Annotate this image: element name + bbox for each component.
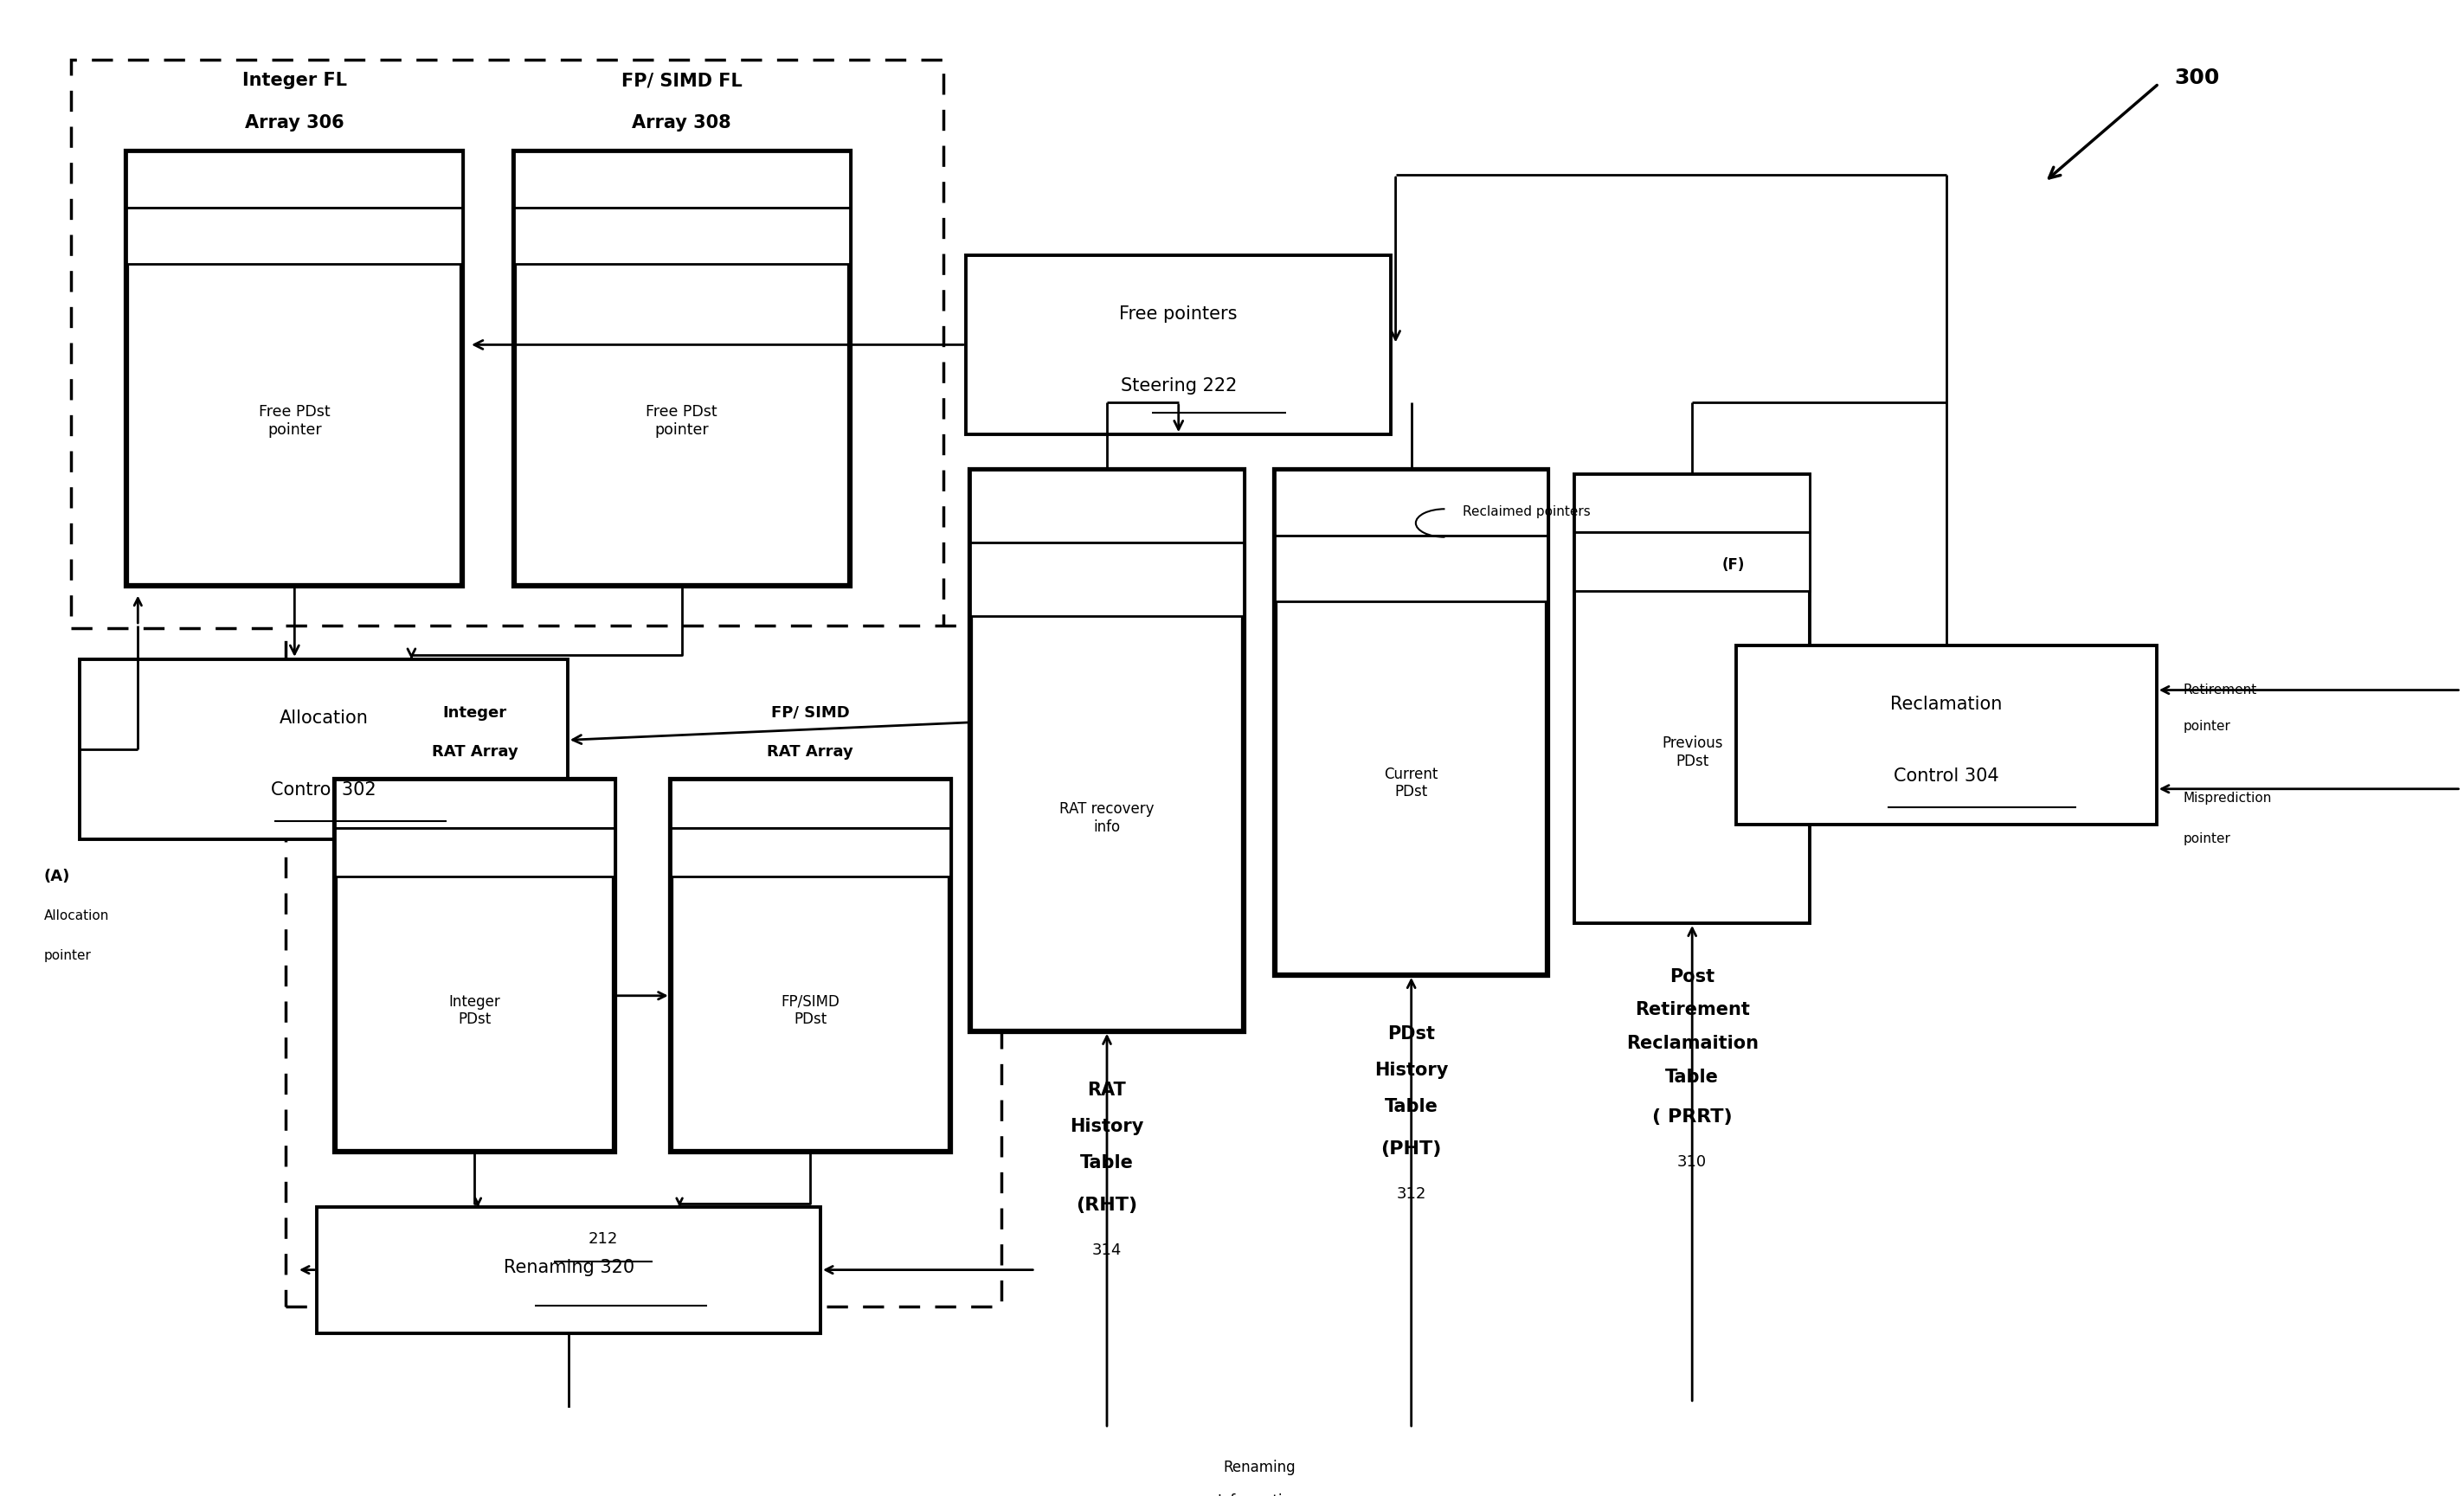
Text: Array 306: Array 306: [244, 114, 345, 132]
Text: Array 308: Array 308: [633, 114, 732, 132]
Bar: [971, 470, 1244, 1031]
Text: 300: 300: [2173, 67, 2220, 88]
Bar: [126, 208, 463, 265]
Text: Integer FL: Integer FL: [241, 72, 347, 90]
Text: Reclamaition: Reclamaition: [1626, 1035, 1759, 1053]
Text: Renaming 320: Renaming 320: [503, 1258, 633, 1276]
Bar: [335, 829, 614, 877]
Text: Information: Information: [1217, 1493, 1301, 1496]
Text: History: History: [1069, 1118, 1143, 1135]
Text: (PHT): (PHT): [1380, 1140, 1441, 1158]
Text: Renaming: Renaming: [1222, 1460, 1296, 1475]
Text: FP/SIMD
PDst: FP/SIMD PDst: [781, 993, 840, 1028]
Text: RAT Array: RAT Array: [431, 744, 517, 760]
Bar: [1574, 474, 1809, 923]
Text: Misprediction: Misprediction: [2183, 791, 2272, 805]
Text: Steering 222: Steering 222: [1121, 377, 1237, 395]
Text: Table: Table: [1079, 1155, 1133, 1171]
Bar: [335, 779, 614, 829]
Text: History: History: [1375, 1062, 1449, 1079]
Bar: [335, 779, 614, 1152]
Text: ( PRRT): ( PRRT): [1651, 1109, 1732, 1125]
Bar: [318, 1207, 821, 1333]
Text: Control 302: Control 302: [271, 782, 377, 799]
Text: Post: Post: [1671, 968, 1715, 984]
Bar: [971, 470, 1244, 543]
Text: 312: 312: [1397, 1186, 1427, 1201]
Text: Current
PDst: Current PDst: [1385, 766, 1439, 800]
Text: PDst: PDst: [1387, 1025, 1434, 1043]
Bar: [515, 208, 850, 265]
Text: Previous
PDst: Previous PDst: [1661, 736, 1722, 769]
Text: Retirement: Retirement: [1634, 1001, 1749, 1019]
Text: 314: 314: [1092, 1242, 1121, 1258]
Text: Integer: Integer: [444, 705, 508, 720]
Bar: [79, 660, 567, 839]
Bar: [670, 779, 951, 829]
Bar: [1574, 533, 1809, 591]
Text: Free PDst
pointer: Free PDst pointer: [646, 404, 717, 438]
Bar: [1574, 474, 1809, 533]
Text: Table: Table: [1666, 1068, 1720, 1086]
Text: RAT: RAT: [1087, 1082, 1126, 1100]
Text: Integer
PDst: Integer PDst: [448, 993, 500, 1028]
Text: Allocation: Allocation: [278, 709, 367, 727]
Text: Free PDst
pointer: Free PDst pointer: [259, 404, 330, 438]
Text: RAT Array: RAT Array: [766, 744, 853, 760]
Text: 310: 310: [1678, 1153, 1708, 1170]
Bar: [966, 254, 1392, 434]
Bar: [1274, 536, 1547, 601]
Bar: [286, 625, 1003, 1306]
Bar: [1274, 470, 1547, 536]
Text: Allocation: Allocation: [44, 910, 108, 923]
Text: FP/ SIMD: FP/ SIMD: [771, 705, 850, 720]
Bar: [126, 151, 463, 586]
Bar: [126, 151, 463, 208]
Text: pointer: pointer: [2183, 833, 2230, 845]
Bar: [515, 151, 850, 208]
Text: Retirement: Retirement: [2183, 684, 2257, 697]
Text: (RHT): (RHT): [1077, 1197, 1138, 1213]
Text: Reclaimed pointers: Reclaimed pointers: [1464, 506, 1592, 518]
Text: Table: Table: [1385, 1098, 1439, 1116]
Bar: [71, 60, 944, 628]
Bar: [1735, 645, 2156, 824]
Text: pointer: pointer: [44, 948, 91, 962]
Bar: [515, 151, 850, 586]
Text: Control 304: Control 304: [1892, 767, 1998, 785]
Bar: [971, 543, 1244, 616]
Text: 212: 212: [589, 1231, 618, 1246]
Text: (F): (F): [1722, 558, 1745, 573]
Text: Reclamation: Reclamation: [1890, 696, 2003, 714]
Text: FP/ SIMD FL: FP/ SIMD FL: [621, 72, 742, 90]
Text: RAT recovery
info: RAT recovery info: [1060, 800, 1153, 835]
Bar: [1274, 470, 1547, 975]
Text: Free pointers: Free pointers: [1119, 305, 1237, 323]
Text: pointer: pointer: [2183, 720, 2230, 733]
Bar: [670, 779, 951, 1152]
Text: (A): (A): [44, 869, 69, 884]
Bar: [670, 829, 951, 877]
